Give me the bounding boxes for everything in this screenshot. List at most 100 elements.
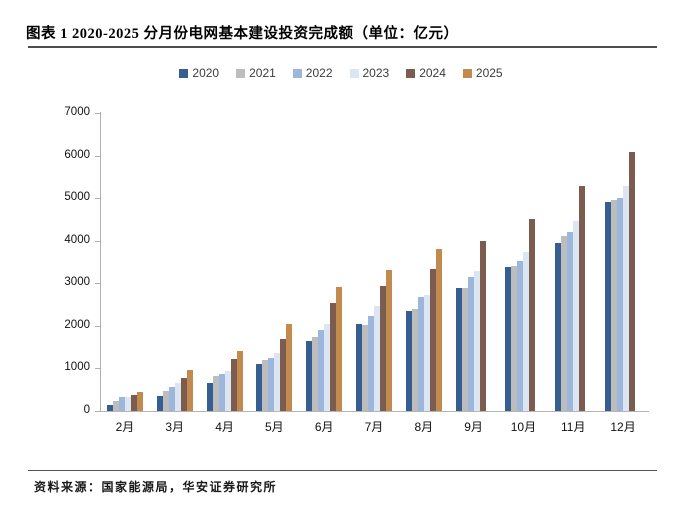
y-tick (95, 325, 100, 327)
legend-item-2022: 2022 (292, 66, 333, 80)
y-axis-label: 6000 (64, 148, 90, 161)
bar-group-6月 (299, 113, 349, 411)
bar-2023-5月 (274, 353, 281, 411)
bar-group-2月 (100, 113, 150, 411)
bar-slot (479, 241, 486, 411)
bar-slot (206, 383, 213, 411)
legend-label: 2023 (362, 66, 390, 80)
legend-swatch-2022 (292, 68, 302, 78)
bar-2025-4月 (236, 351, 243, 411)
bar-2021-7月 (361, 325, 368, 411)
bar-2024-2月 (130, 395, 137, 411)
bar-slot (156, 396, 163, 411)
bar-slot (461, 288, 468, 411)
y-tick (95, 411, 100, 412)
y-tick (95, 155, 100, 157)
bar-slot (274, 353, 281, 411)
bar-2020-9月 (455, 288, 462, 411)
bar-2021-11月 (561, 236, 568, 411)
bar-2021-12月 (611, 200, 618, 411)
legend-swatch-2021 (236, 68, 246, 78)
bar-group-11月 (548, 113, 598, 411)
bar-2023-2月 (124, 397, 131, 411)
y-axis-label: 4000 (64, 233, 90, 246)
y-axis-label: 2000 (64, 318, 90, 331)
legend-item-2023: 2023 (349, 66, 390, 80)
plot-area (100, 113, 648, 411)
y-tick (95, 368, 100, 370)
bar-2022-3月 (168, 387, 175, 411)
bar-slot (286, 324, 293, 411)
x-axis-label-4月: 4月 (215, 420, 234, 434)
bar-slot (324, 324, 331, 411)
bar-slot (106, 405, 113, 411)
x-axis-label-11月: 11月 (560, 420, 586, 434)
legend-item-2025: 2025 (462, 66, 503, 80)
y-tick (95, 283, 100, 285)
x-axis-label-12月: 12月 (610, 420, 636, 434)
x-axis-label-8月: 8月 (414, 420, 434, 434)
bar-slot (186, 370, 193, 411)
bar-2023-11月 (573, 221, 580, 411)
bar-2024-5月 (280, 339, 287, 411)
bar-slot (361, 325, 368, 411)
bar-2025-3月 (186, 370, 193, 411)
bar-2022-9月 (467, 277, 474, 411)
bar-slot (367, 316, 374, 411)
y-axis-label: 1000 (64, 361, 90, 374)
bar-slot (435, 249, 442, 411)
bar-2025-6月 (336, 287, 343, 411)
y-axis-label: 7000 (64, 106, 90, 118)
bar-2021-6月 (312, 337, 319, 411)
bar-2024-9月 (479, 241, 486, 411)
bar-2021-4月 (212, 376, 219, 411)
bar-slot (180, 378, 187, 411)
bar-2022-7月 (367, 316, 374, 411)
bar-slot (579, 186, 586, 411)
legend-item-2024: 2024 (406, 66, 446, 80)
bar-2023-7月 (373, 306, 380, 411)
x-axis-label-5月: 5月 (265, 420, 284, 434)
bar-slot (112, 401, 119, 411)
legend-swatch-2025 (462, 68, 472, 78)
bar-slot (423, 295, 430, 411)
bar-slot (318, 330, 325, 411)
bar-slot (268, 358, 275, 411)
bar-slot (256, 364, 263, 411)
bar-2020-10月 (505, 267, 512, 411)
bar-slot (236, 351, 243, 411)
bar-slot (529, 219, 536, 411)
bar-slot (417, 297, 424, 411)
bar-slot (136, 392, 143, 411)
bar-group-12月 (598, 113, 648, 411)
bar-2022-2月 (118, 397, 125, 411)
y-axis-label: 3000 (64, 276, 90, 289)
bar-group-9月 (449, 113, 499, 411)
bar-slot (212, 376, 219, 411)
bar-2021-5月 (262, 360, 269, 411)
bar-2024-10月 (529, 219, 536, 411)
bar-slot (617, 198, 624, 411)
bar-2022-6月 (318, 330, 325, 411)
bar-2021-8月 (411, 309, 418, 411)
bar-2023-3月 (174, 383, 181, 411)
x-axis-label-9月: 9月 (464, 420, 483, 434)
bar-2020-7月 (355, 324, 362, 411)
bar-2023-10月 (523, 252, 530, 411)
bar-group-8月 (399, 113, 449, 411)
bar-slot (623, 186, 630, 411)
bar-slot (511, 266, 518, 411)
bar-2025-8月 (435, 249, 442, 411)
bar-slot (411, 309, 418, 411)
bar-slot (505, 267, 512, 411)
bar-slot (118, 397, 125, 411)
bar-2020-11月 (555, 243, 562, 411)
bar-2022-10月 (517, 261, 524, 411)
legend-label: 2021 (249, 66, 276, 80)
title-divider (28, 46, 657, 48)
legend-item-2020: 2020 (179, 66, 219, 80)
x-axis-label-2月: 2月 (115, 420, 135, 434)
bar-2021-2月 (112, 401, 119, 411)
bar-slot (611, 200, 618, 411)
bar-slot (174, 383, 181, 411)
